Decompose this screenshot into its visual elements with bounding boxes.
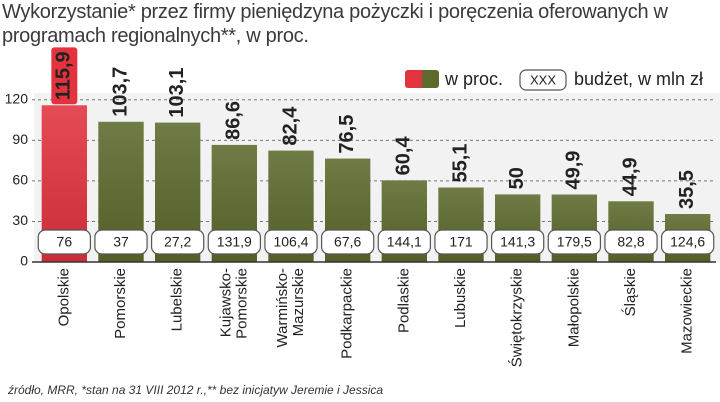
x-tick-label: Małopolskie xyxy=(565,268,583,348)
chart-title: Wykorzystanie* przez firmy pieniędzyna p… xyxy=(2,1,668,47)
budget-label: 106,4 xyxy=(273,234,308,250)
footer: źródło, MRR, *stan na 31 VIII 2012 r.,**… xyxy=(8,383,384,397)
budget-label: 27,2 xyxy=(164,234,191,250)
x-tick-label: Warmińsko- Mazurskie xyxy=(274,268,307,348)
legend-key-box xyxy=(519,69,567,91)
x-tick-label: Pomorskie xyxy=(112,268,129,339)
budget-box xyxy=(491,229,545,255)
y-tick-label: 30 xyxy=(12,212,28,228)
y-tick-label: 60 xyxy=(12,172,28,188)
legend-key-label: XXX xyxy=(530,72,556,87)
budget-box xyxy=(547,229,601,255)
value-label: 82,4 xyxy=(279,106,301,146)
budget-label: 67,6 xyxy=(334,234,361,250)
budget-label: 124,6 xyxy=(670,234,705,250)
budget-label: 37 xyxy=(113,234,129,250)
budget-label: 82,8 xyxy=(617,234,644,250)
budget-box xyxy=(94,229,148,255)
value-label: 103,1 xyxy=(166,68,188,118)
budget-label: 179,5 xyxy=(557,234,592,250)
value-label: 35,5 xyxy=(676,170,698,209)
x-tick-label: Podlaskie xyxy=(395,268,413,334)
budget-box xyxy=(660,229,715,255)
budget-box xyxy=(434,229,488,255)
budget-box xyxy=(321,229,375,255)
legend-label: w proc. xyxy=(444,69,503,89)
x-tick-label: Podkarpackie xyxy=(338,268,356,359)
x-tick-label: Lubuskie xyxy=(452,268,469,329)
y-tick-label: 120 xyxy=(5,90,29,106)
x-tick-label: Śląskie xyxy=(622,268,639,317)
value-label: 60,4 xyxy=(393,136,415,176)
value-label-highlight xyxy=(51,47,78,105)
legend-label: budżet, w mln zł xyxy=(574,69,703,89)
value-label: 103,7 xyxy=(109,67,131,117)
x-tick-label: Opolskie xyxy=(55,268,73,327)
legend-swatch xyxy=(405,70,439,88)
y-tick-label: 90 xyxy=(12,131,28,147)
x-tick-label: Świętokrzyskie xyxy=(508,268,526,368)
x-tick-label: Kujawsko- Pomorskie xyxy=(217,268,251,339)
budget-label: 171 xyxy=(449,234,473,250)
budget-box xyxy=(377,229,431,255)
budget-box xyxy=(151,229,205,255)
budget-box xyxy=(604,229,658,255)
budget-box xyxy=(207,229,261,255)
value-label: 115,9 xyxy=(53,51,75,100)
x-tick-label: Lubelskie xyxy=(168,268,186,332)
budget-label: 76 xyxy=(57,234,73,250)
value-label: 76,5 xyxy=(336,115,358,154)
budget-label: 131,9 xyxy=(217,234,252,250)
x-tick-label: Mazowieckie xyxy=(678,268,696,354)
value-label: 55,1 xyxy=(449,144,471,183)
value-label: 50 xyxy=(506,167,528,189)
y-tick-label: 0 xyxy=(20,253,28,269)
budget-label: 141,3 xyxy=(500,234,535,250)
value-label: 49,9 xyxy=(563,151,585,190)
budget-label: 144,1 xyxy=(387,234,422,250)
budget-box xyxy=(264,229,318,255)
value-label: 86,6 xyxy=(223,101,245,140)
value-label: 44,9 xyxy=(619,157,641,196)
budget-box xyxy=(37,229,92,255)
